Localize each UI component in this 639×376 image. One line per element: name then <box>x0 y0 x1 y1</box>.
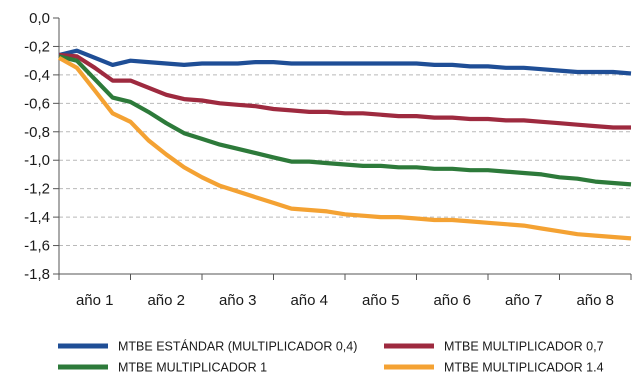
legend-label-0: MTBE ESTÁNDAR (MULTIPLICADOR 0,4) <box>118 339 357 354</box>
x-tick-label: año 8 <box>576 292 614 309</box>
y-tick-label: -1,8 <box>24 266 50 283</box>
grid-lines <box>59 45 631 247</box>
y-tick-label: 0,0 <box>29 10 50 27</box>
x-tick-label: año 7 <box>505 292 543 309</box>
series-line-1 <box>58 52 631 130</box>
axes <box>58 18 631 275</box>
legend: MTBE ESTÁNDAR (MULTIPLICADOR 0,4) MTBE MU… <box>58 339 604 375</box>
y-tick-label: -1,2 <box>24 181 50 198</box>
y-tick-label: -1,4 <box>24 209 50 226</box>
y-tick-label: -0,4 <box>24 67 50 84</box>
series-line-2 <box>58 54 632 187</box>
series-line-3 <box>57 55 632 241</box>
x-tick-label: año 1 <box>76 292 114 309</box>
x-tick-label: año 3 <box>219 292 257 309</box>
y-axis-ticks: 0,0 -0,2 -0,4 -0,6 -0,8 -1,0 -1,2 -1,4 -1,6 -1,8 <box>24 10 59 283</box>
y-tick-label: -1,0 <box>24 152 50 169</box>
x-tick-label: año 2 <box>147 292 185 309</box>
legend-label-3: MTBE MULTIPLICADOR 1.4 <box>444 361 604 375</box>
y-tick-label: -0,6 <box>24 95 50 112</box>
x-tick-label: año 6 <box>433 292 471 309</box>
legend-label-2: MTBE MULTIPLICADOR 1 <box>118 361 267 375</box>
series-lines <box>57 48 632 241</box>
x-tick-label: año 4 <box>290 292 328 309</box>
y-tick-label: -0,2 <box>24 38 50 55</box>
series-line-0 <box>58 48 632 76</box>
y-tick-label: -0,8 <box>24 124 50 141</box>
y-tick-label: -1,6 <box>24 238 50 255</box>
legend-label-1: MTBE MULTIPLICADOR 0,7 <box>444 340 604 354</box>
x-axis-ticks: año 1 año 2 año 3 año 4 año 5 año 6 año 7 año 8 <box>58 274 632 309</box>
x-tick-label: año 5 <box>362 292 400 309</box>
